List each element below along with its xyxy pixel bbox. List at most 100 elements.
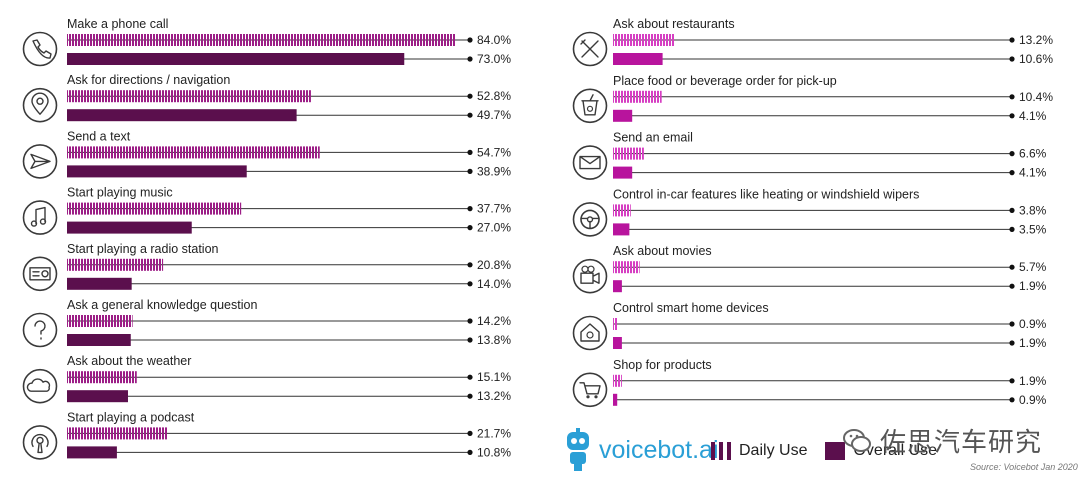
- axis-end-dot: [1009, 226, 1015, 232]
- value-label-daily: 20.8%: [477, 258, 511, 272]
- value-label-daily: 14.2%: [477, 314, 511, 328]
- phone-icon: [22, 31, 58, 67]
- value-label-overall: 3.5%: [1019, 222, 1047, 236]
- bar-daily: [67, 146, 320, 159]
- category-label: Ask about restaurants: [613, 17, 735, 31]
- axis-end-dot: [1009, 378, 1015, 384]
- icon-stroke: [41, 270, 49, 278]
- value-label-daily: 15.1%: [477, 370, 511, 384]
- axis-end-dot: [1009, 151, 1015, 157]
- icon-stroke: [30, 153, 51, 170]
- axis-end-dot: [1009, 283, 1015, 289]
- camera-icon: [572, 258, 608, 294]
- source-note: Source: Voicebot Jan 2020: [970, 462, 1078, 472]
- value-label-daily: 21.7%: [477, 426, 511, 440]
- axis-end-dot: [1009, 397, 1015, 403]
- row-steering-wheel: Control in-car features like heating or …: [572, 187, 1047, 237]
- podcast-icon: [22, 425, 58, 460]
- legend-overall-swatch: [825, 442, 846, 460]
- axis-end-dot: [467, 168, 473, 174]
- axis-end-dot: [467, 374, 473, 380]
- robot-icon: [567, 428, 589, 471]
- category-label: Start playing a podcast: [67, 410, 195, 424]
- bar-overall: [67, 165, 247, 178]
- legend-daily-swatch: [711, 442, 731, 460]
- brand: voicebot.ai: [563, 428, 719, 472]
- bar-overall: [67, 334, 131, 346]
- axis-end-dot: [1009, 340, 1015, 346]
- axis-end-dot: [1009, 264, 1015, 270]
- axis-end-dot: [1009, 321, 1015, 327]
- icon-stroke: [29, 267, 51, 281]
- watermark: 佐思汽车研究: [842, 422, 1042, 459]
- icon-ring: [572, 145, 608, 180]
- icon-stroke: [580, 323, 600, 342]
- category-label: Send a text: [67, 129, 131, 143]
- row-fork-knife: Ask about restaurants 13.2% 10.6%: [572, 17, 1053, 67]
- envelope-icon: [572, 145, 608, 180]
- value-label-daily: 10.4%: [1019, 90, 1053, 104]
- value-label-overall: 49.7%: [477, 108, 511, 122]
- category-label: Start playing a radio station: [67, 242, 219, 256]
- category-label: Start playing music: [67, 186, 173, 200]
- row-podcast: Start playing a podcast 21.7% 10.8%: [22, 410, 511, 460]
- category-label: Control smart home devices: [613, 301, 769, 315]
- axis-end-dot: [1009, 170, 1015, 176]
- steering-wheel-icon: [572, 202, 608, 237]
- icon-ring: [22, 87, 58, 123]
- brand-name: voicebot.ai: [599, 435, 719, 464]
- legend-daily: Daily Use: [711, 442, 807, 460]
- row-music-note: Start playing music 37.7% 27.0%: [22, 186, 511, 235]
- category-label: Ask about the weather: [67, 354, 191, 368]
- legend: Daily Use Overall Use: [711, 442, 937, 460]
- icon-ring: [572, 202, 608, 237]
- value-label-daily: 54.7%: [477, 145, 511, 159]
- value-label-daily: 5.7%: [1019, 260, 1047, 274]
- category-label: Ask for directions / navigation: [67, 73, 230, 87]
- wechat-icon: [843, 428, 871, 452]
- cart-icon: [572, 372, 608, 408]
- icon-stroke: [586, 395, 590, 399]
- bar-overall: [67, 446, 117, 459]
- value-label-daily: 3.8%: [1019, 203, 1047, 217]
- value-label-overall: 14.0%: [477, 277, 511, 291]
- icon-ring: [22, 425, 58, 460]
- row-paper-plane: Send a text 54.7% 38.9%: [22, 129, 511, 179]
- axis-end-dot: [467, 430, 473, 436]
- value-label-daily: 1.9%: [1019, 374, 1047, 388]
- value-label-daily: 84.0%: [477, 33, 511, 47]
- icon-stroke: [579, 382, 601, 395]
- value-label-overall: 38.9%: [477, 164, 511, 178]
- axis-end-dot: [467, 262, 473, 268]
- bar-overall: [67, 221, 192, 234]
- row-smart-home: Control smart home devices 0.9% 1.9%: [572, 301, 1047, 351]
- category-label: Control in-car features like heating or …: [613, 187, 919, 201]
- bar-daily: [67, 371, 137, 384]
- icon-stroke: [32, 39, 52, 59]
- axis-end-dot: [1009, 56, 1015, 62]
- value-label-overall: 10.6%: [1019, 52, 1053, 66]
- icon-stroke: [586, 331, 594, 339]
- category-label: Ask a general knowledge question: [67, 298, 257, 312]
- value-label-daily: 52.8%: [477, 89, 511, 103]
- radio-icon: [22, 256, 58, 292]
- axis-end-dot: [467, 318, 473, 324]
- music-note-icon: [22, 200, 58, 235]
- value-label-overall: 4.1%: [1019, 166, 1047, 180]
- legend-overall-label: Overall Use: [853, 442, 938, 459]
- bar-daily: [67, 315, 133, 327]
- row-envelope: Send an email 6.6% 4.1%: [572, 131, 1047, 180]
- axis-end-dot: [1009, 207, 1015, 213]
- bar-overall: [67, 277, 132, 290]
- bar-overall: [613, 280, 622, 293]
- bar-overall: [613, 109, 633, 122]
- value-label-overall: 4.1%: [1019, 109, 1047, 123]
- icon-stroke: [586, 105, 594, 112]
- axis-end-dot: [1009, 94, 1015, 100]
- legend-daily-label: Daily Use: [739, 442, 808, 459]
- icon-stroke: [580, 217, 600, 230]
- axis-end-dot: [467, 206, 473, 212]
- bar-daily: [613, 261, 640, 274]
- bar-daily: [613, 318, 618, 330]
